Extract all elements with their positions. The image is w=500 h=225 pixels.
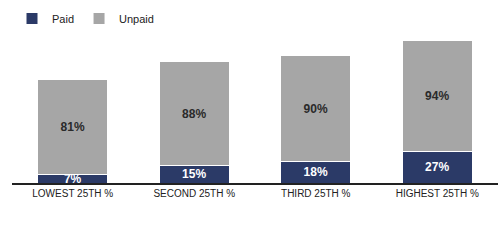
svg-text:THIRD 25TH %: THIRD 25TH % (281, 188, 351, 199)
svg-text:HIGHEST 25TH %: HIGHEST 25TH % (396, 188, 479, 199)
svg-text:7%: 7% (64, 172, 82, 186)
svg-text:27%: 27% (425, 160, 449, 174)
svg-text:15%: 15% (182, 167, 206, 181)
svg-text:18%: 18% (304, 165, 328, 179)
svg-text:88%: 88% (182, 107, 206, 121)
svg-text:SECOND 25TH %: SECOND 25TH % (153, 188, 235, 199)
svg-text:90%: 90% (304, 102, 328, 116)
svg-text:81%: 81% (61, 120, 85, 134)
svg-text:LOWEST 25TH %: LOWEST 25TH % (32, 188, 113, 199)
svg-text:94%: 94% (425, 89, 449, 103)
svg-text:Paid: Paid (52, 13, 74, 25)
svg-text:Unpaid: Unpaid (119, 13, 154, 25)
